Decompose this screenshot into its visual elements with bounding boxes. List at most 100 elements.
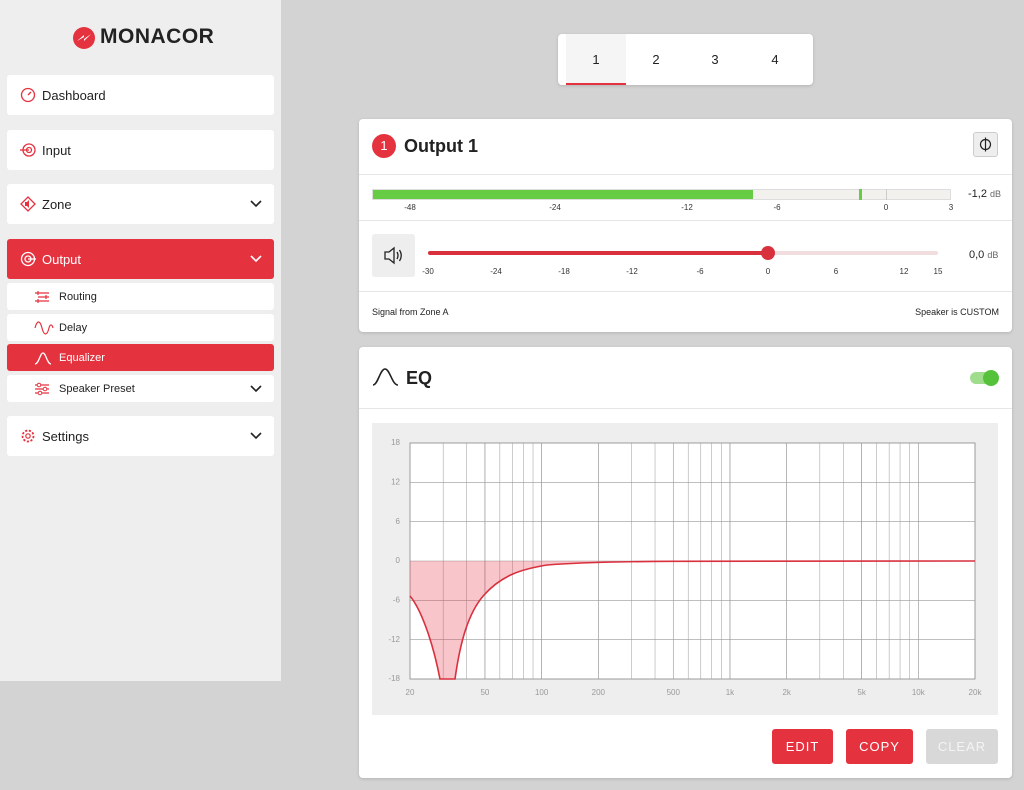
icon bbox=[35, 382, 49, 395]
logo: MONACOR bbox=[100, 25, 215, 48]
icon bbox=[35, 290, 49, 303]
submenu-label: Delay bbox=[59, 321, 88, 334]
icon bbox=[20, 87, 36, 103]
chevron bbox=[250, 200, 262, 208]
menu-label: Output bbox=[42, 251, 82, 267]
eq-toggle[interactable] bbox=[970, 370, 999, 386]
slider-fill bbox=[428, 251, 768, 255]
y-tick-label: -18 bbox=[388, 674, 400, 683]
speaker-type: Speaker is CUSTOM bbox=[915, 307, 999, 317]
menu-item-active[interactable]: Output bbox=[7, 239, 274, 279]
chevron bbox=[250, 432, 262, 440]
tick-label: 0 bbox=[883, 203, 889, 212]
menu-label: Dashboard bbox=[42, 87, 106, 103]
x-tick-label: 200 bbox=[592, 688, 606, 697]
tab-bar: 1 2 3 4 bbox=[558, 34, 813, 85]
tab-active-bg bbox=[566, 34, 626, 85]
tick-label: -12 bbox=[626, 267, 638, 276]
submenu-label: Speaker Preset bbox=[59, 382, 135, 395]
x-tick-label: 100 bbox=[535, 688, 549, 697]
tab[interactable]: 3 bbox=[711, 52, 719, 67]
x-tick-label: 20 bbox=[406, 688, 415, 697]
slider-knob[interactable] bbox=[761, 246, 775, 260]
eq-icon bbox=[372, 368, 399, 386]
submenu-item-active[interactable]: Equalizer bbox=[7, 344, 274, 371]
sidebar: MONACOR Dashboard Input Zone Output Rout… bbox=[0, 0, 281, 681]
x-tick-label: 10k bbox=[912, 688, 926, 697]
submenu-item[interactable]: Speaker Preset bbox=[7, 375, 274, 402]
tick-label: -6 bbox=[773, 203, 781, 212]
output-title: Output 1 bbox=[404, 136, 478, 156]
response-curve bbox=[409, 560, 976, 680]
chevron bbox=[250, 384, 262, 392]
chevron bbox=[250, 255, 262, 263]
tick-label: -12 bbox=[681, 203, 693, 212]
x-tick-label: 1k bbox=[726, 688, 735, 697]
tick-label: -6 bbox=[696, 267, 704, 276]
divider bbox=[359, 408, 1012, 409]
menu-item[interactable]: Dashboard bbox=[7, 75, 274, 115]
submenu-item[interactable]: Delay bbox=[7, 314, 274, 341]
x-tick-label: 500 bbox=[667, 688, 681, 697]
submenu-item[interactable]: Routing bbox=[7, 283, 274, 310]
tick-label: -24 bbox=[490, 267, 502, 276]
divider bbox=[359, 220, 1012, 221]
copy-button[interactable]: COPY bbox=[846, 729, 913, 764]
y-tick-label: -6 bbox=[393, 595, 401, 604]
icon bbox=[20, 196, 36, 212]
divider bbox=[359, 174, 1012, 175]
menu-label: Input bbox=[42, 142, 71, 158]
signal-source: Signal from Zone A bbox=[372, 307, 449, 317]
x-tick-label: 20k bbox=[969, 688, 983, 697]
eq-title: EQ bbox=[406, 368, 433, 388]
x-tick-label: 50 bbox=[480, 688, 489, 697]
y-tick-label: -12 bbox=[388, 635, 400, 644]
menu-item[interactable]: Settings bbox=[7, 416, 274, 456]
meter-zero bbox=[886, 189, 887, 200]
tab[interactable]: 1 bbox=[592, 52, 600, 67]
icon bbox=[20, 251, 36, 267]
menu-item[interactable]: Zone bbox=[7, 184, 274, 224]
gain-value: 0,0 bbox=[969, 249, 985, 261]
tab[interactable]: 2 bbox=[652, 52, 660, 67]
eq-chart: 18 12 6 0 -6 -12 -18 20 50 100 200 500 1k 2k 5k 10k 20k bbox=[388, 438, 983, 697]
output-card: 1 Output 1 -48 -24 -12 -6 0 3 -1,2 dB -30 -24 -… bbox=[359, 119, 1012, 332]
menu-item[interactable]: Input bbox=[7, 130, 274, 170]
phase-button[interactable] bbox=[973, 132, 998, 157]
gain-unit: dB bbox=[987, 250, 999, 260]
meter-level: -1,2 dB bbox=[968, 188, 1001, 200]
tick-label: 6 bbox=[833, 267, 839, 276]
icon bbox=[21, 429, 35, 443]
y-tick-label: 0 bbox=[396, 556, 401, 565]
tick-label: 3 bbox=[948, 203, 954, 212]
tick-label: -18 bbox=[558, 267, 570, 276]
y-tick-label: 18 bbox=[391, 438, 400, 447]
meter-peak bbox=[859, 189, 862, 200]
clear-button[interactable]: CLEAR bbox=[926, 729, 998, 764]
meter-unit: dB bbox=[990, 189, 1002, 199]
meter-value: -1,2 bbox=[968, 188, 987, 200]
phase-icon bbox=[979, 137, 992, 152]
meter-fill bbox=[373, 190, 753, 199]
tick-label: -30 bbox=[422, 267, 434, 276]
tick-label: -24 bbox=[549, 203, 561, 212]
tick-label: -48 bbox=[404, 203, 416, 212]
gain-readout: 0,0 dB bbox=[969, 249, 998, 261]
y-tick-label: 12 bbox=[391, 477, 400, 486]
x-tick-label: 5k bbox=[857, 688, 866, 697]
speaker-icon bbox=[384, 246, 402, 265]
mute-button[interactable] bbox=[372, 234, 415, 277]
tick-label: 0 bbox=[765, 267, 771, 276]
x-tick-label: 2k bbox=[782, 688, 791, 697]
y-tick-label: 6 bbox=[396, 517, 401, 526]
response-area bbox=[410, 561, 975, 679]
edit-button[interactable]: EDIT bbox=[772, 729, 833, 764]
output-badge: 1 bbox=[372, 134, 396, 158]
logo-icon bbox=[73, 27, 95, 49]
toggle-knob bbox=[983, 370, 999, 386]
icon bbox=[34, 351, 52, 365]
submenu-label: Equalizer bbox=[59, 351, 105, 364]
tab[interactable]: 4 bbox=[771, 52, 779, 67]
submenu-label: Routing bbox=[59, 290, 97, 303]
